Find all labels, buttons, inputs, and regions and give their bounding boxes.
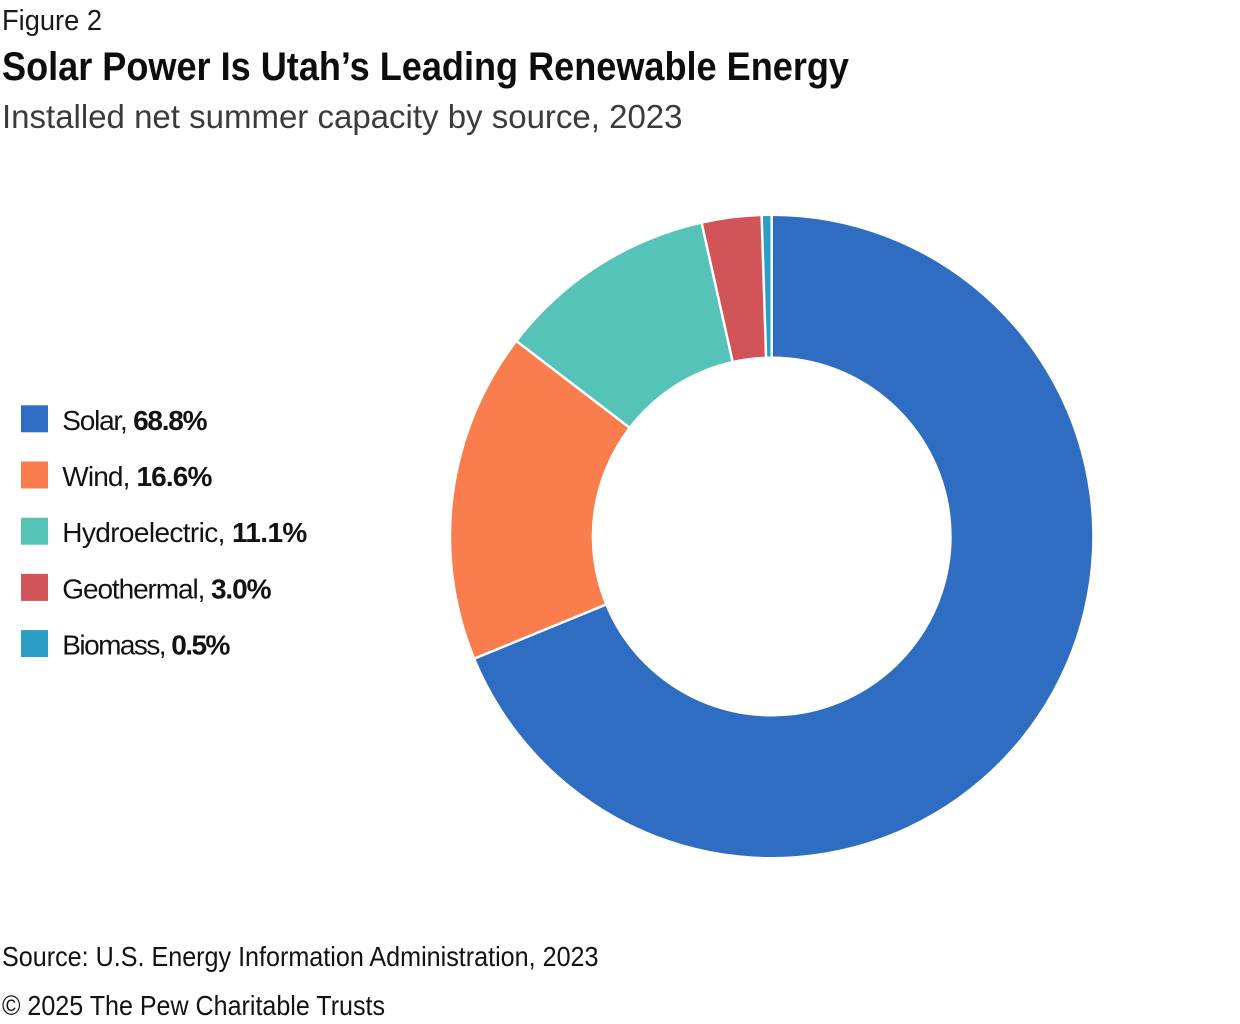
svg-text:Source: U.S. Energy Informatio: Source: U.S. Energy Information Administ… [2, 941, 599, 972]
svg-text:Figure 2: Figure 2 [2, 5, 102, 37]
svg-text:Installed net summer capacity: Installed net summer capacity by source,… [2, 98, 683, 135]
svg-text:Hydroelectric, 11.1%: Hydroelectric, 11.1% [62, 517, 307, 548]
svg-text:Solar Power Is Utah’s Leading: Solar Power Is Utah’s Leading Renewable … [2, 45, 850, 89]
svg-text:Biomass, 0.5%: Biomass, 0.5% [62, 630, 230, 661]
svg-text:Solar, 68.8%: Solar, 68.8% [62, 405, 207, 436]
svg-text:Geothermal, 3.0%: Geothermal, 3.0% [62, 573, 271, 604]
svg-text:© 2025 The Pew Charitable Trus: © 2025 The Pew Charitable Trusts [2, 990, 385, 1021]
svg-text:Wind, 16.6%: Wind, 16.6% [62, 461, 212, 492]
